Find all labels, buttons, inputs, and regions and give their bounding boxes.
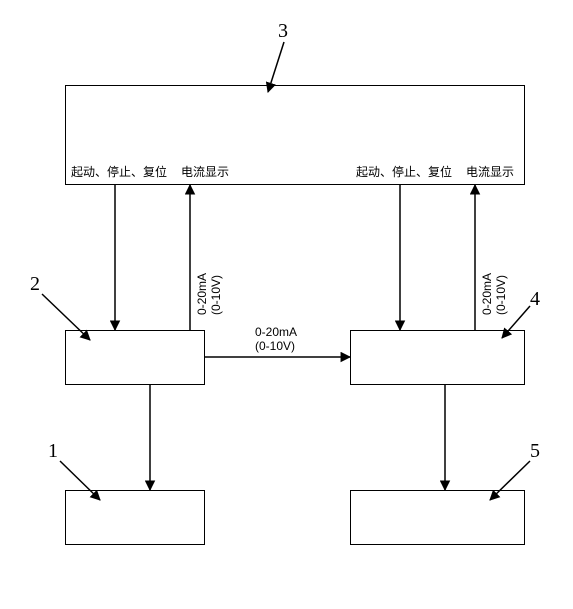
signal-label-vertical-left-line1: 0-20mA [195,273,209,315]
signal-label-horizontal-line2: (0-10V) [255,339,295,353]
callout-1-number: 1 [48,440,58,463]
callout-2-number: 2 [30,273,40,296]
callout-3-number: 3 [278,20,288,43]
bottom-left-box [65,490,205,545]
signal-label-horizontal-line1: 0-20mA [255,325,297,339]
signal-label-vertical-right-line1: 0-20mA [480,273,494,315]
top-left-cmd-label: 起动、停止、复位 [71,163,167,180]
callout-5-number: 5 [530,440,540,463]
top-right-cmd-label: 起动、停止、复位 [356,163,452,180]
mid-left-box [65,330,205,385]
signal-label-vertical-left-line2: (0-10V) [209,275,223,315]
signal-label-vertical-right-line2: (0-10V) [494,275,508,315]
top-box: 起动、停止、复位 电流显示 起动、停止、复位 电流显示 [65,85,525,185]
bottom-right-box [350,490,525,545]
mid-right-box [350,330,525,385]
top-right-disp-label: 电流显示 [466,163,514,180]
callout-4-number: 4 [530,288,540,311]
top-left-disp-label: 电流显示 [181,163,229,180]
